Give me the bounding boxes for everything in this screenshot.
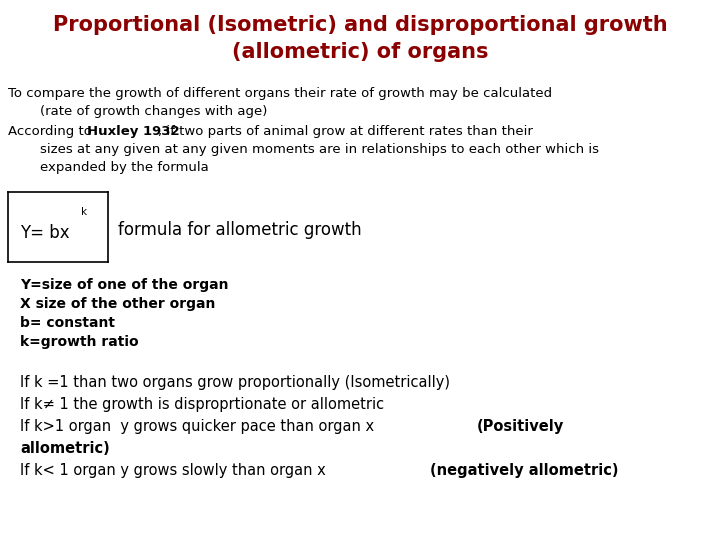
Text: Proportional (Isometric) and disproportional growth: Proportional (Isometric) and disproporti… (53, 15, 667, 35)
Text: allometric): allometric) (20, 441, 109, 456)
Text: , if two parts of animal grow at different rates than their: , if two parts of animal grow at differe… (158, 125, 533, 138)
Text: To compare the growth of different organs their rate of growth may be calculated: To compare the growth of different organ… (8, 87, 552, 100)
Text: If k =1 than two organs grow proportionally (Isometrically): If k =1 than two organs grow proportiona… (20, 375, 450, 390)
Text: If k≠ 1 the growth is disproprtionate or allometric: If k≠ 1 the growth is disproprtionate or… (20, 397, 384, 412)
Text: expanded by the formula: expanded by the formula (40, 161, 209, 174)
Text: (allometric) of organs: (allometric) of organs (232, 42, 488, 62)
Text: (negatively allometric): (negatively allometric) (430, 463, 618, 478)
Text: (rate of growth changes with age): (rate of growth changes with age) (40, 105, 267, 118)
Text: sizes at any given at any given moments are in relationships to each other which: sizes at any given at any given moments … (40, 143, 599, 156)
Text: If k< 1 organ y grows slowly than organ x: If k< 1 organ y grows slowly than organ … (20, 463, 330, 478)
Text: Huxley 1932: Huxley 1932 (87, 125, 179, 138)
Text: Y= bx: Y= bx (20, 224, 70, 241)
Text: If k>1 organ  y grows quicker pace than organ x: If k>1 organ y grows quicker pace than o… (20, 419, 379, 434)
Text: k: k (81, 207, 87, 217)
Text: b= constant: b= constant (20, 316, 115, 330)
Text: X size of the other organ: X size of the other organ (20, 297, 215, 311)
Text: (Positively: (Positively (477, 419, 564, 434)
Text: Y=size of one of the organ: Y=size of one of the organ (20, 278, 228, 292)
Text: formula for allometric growth: formula for allometric growth (118, 221, 361, 239)
Text: k=growth ratio: k=growth ratio (20, 335, 139, 349)
Text: According to: According to (8, 125, 96, 138)
